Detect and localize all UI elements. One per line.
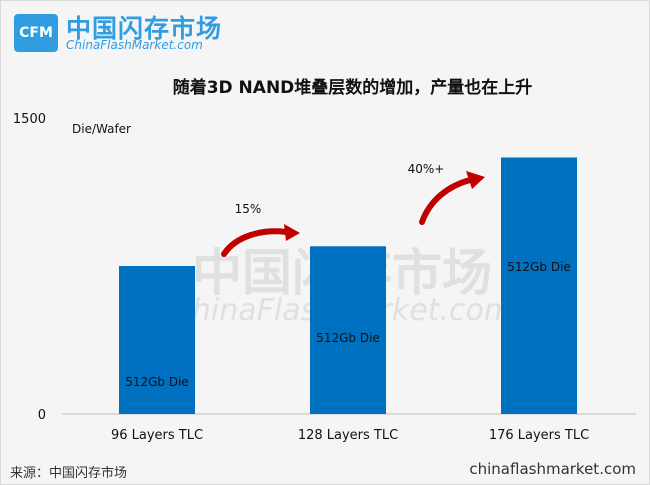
y-axis-label: Die/Wafer <box>72 122 131 136</box>
growth-arrows: 15% 40%+ <box>221 162 485 257</box>
growth-arrow-head <box>284 224 300 241</box>
growth-annotation: 40%+ <box>408 162 445 176</box>
growth-arrow <box>419 177 473 225</box>
category-label: 96 Layers TLC <box>111 428 203 443</box>
bar-data-label: 512Gb Die <box>125 375 189 389</box>
category-label: 128 Layers TLC <box>298 428 398 443</box>
y-axis-ticks: 0 1500 <box>13 112 46 423</box>
category-label: 176 Layers TLC <box>489 428 589 443</box>
y-tick-label: 0 <box>38 408 46 423</box>
bar-data-label: 512Gb Die <box>507 260 571 274</box>
growth-annotation: 15% <box>235 202 262 216</box>
growth-arrow-head <box>466 171 485 189</box>
bars <box>119 157 577 414</box>
source-note: 来源：中国闪存市场 <box>10 466 128 481</box>
site-url: chinaflashmarket.com <box>469 460 636 478</box>
bar-labels: 512Gb Die 512Gb Die 512Gb Die <box>125 260 571 389</box>
bar-data-label: 512Gb Die <box>316 331 380 345</box>
bar <box>119 266 195 414</box>
chart-title: 随着3D NAND堆叠层数的增加，产量也在上升 <box>172 78 533 98</box>
brand-name-cn: 中国闪存市场 <box>66 14 223 43</box>
y-tick-label: 1500 <box>13 112 46 127</box>
bar <box>310 246 386 414</box>
growth-arrow <box>221 228 289 257</box>
bar <box>501 157 577 414</box>
brand-name-en: ChinaFlashMarket.com <box>66 38 203 52</box>
brand-logo-badge: CFM <box>14 14 58 52</box>
category-labels: 96 Layers TLC 128 Layers TLC 176 Layers TL… <box>111 428 589 443</box>
